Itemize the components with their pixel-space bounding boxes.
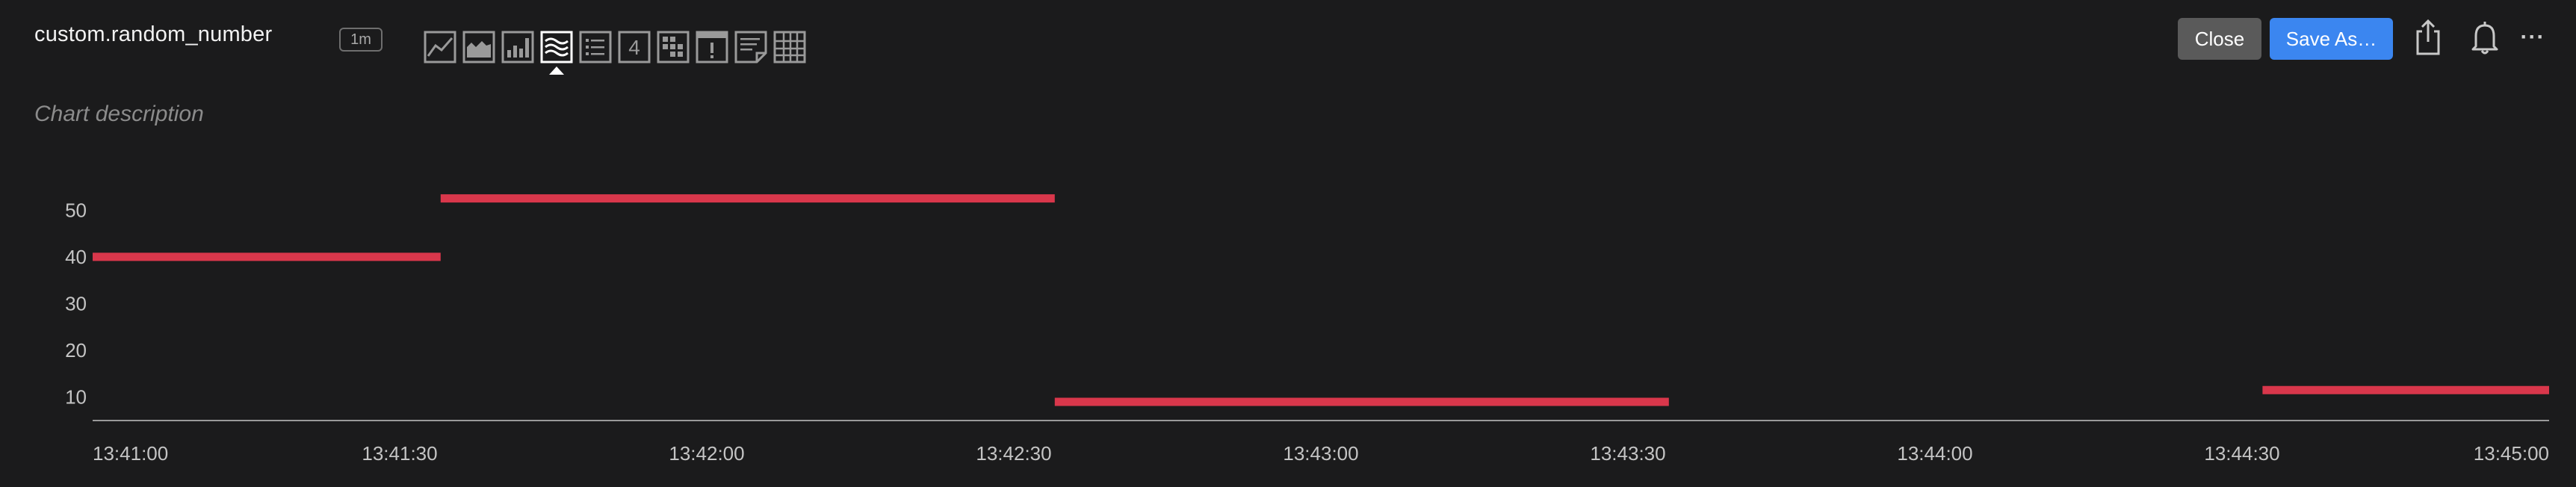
heatmap-icon [540, 31, 573, 63]
x-tick-label: 13:43:30 [1590, 442, 1665, 465]
column-chart-button[interactable] [501, 30, 535, 64]
x-tick-label: 13:41:30 [362, 442, 437, 465]
line-chart-button[interactable] [423, 30, 457, 64]
x-tick-label: 13:42:30 [976, 442, 1051, 465]
x-tick-label: 13:44:30 [2204, 442, 2279, 465]
line-chart-icon [424, 31, 456, 63]
chart-title[interactable]: custom.random_number [34, 22, 273, 46]
y-tick-label: 40 [65, 246, 87, 268]
close-button[interactable]: Close [2178, 18, 2261, 60]
bell-icon [2471, 22, 2498, 55]
svg-text:4: 4 [628, 36, 640, 59]
chart-description-field[interactable]: Chart description [34, 102, 204, 126]
y-tick-label: 50 [65, 199, 87, 221]
save-as-button[interactable]: Save As… [2270, 18, 2393, 60]
table-button[interactable] [773, 30, 807, 64]
series-plot [93, 194, 2549, 406]
resolution-badge: 1m [339, 28, 383, 52]
alert-bell-button[interactable] [2464, 15, 2506, 60]
column-chart-icon [501, 31, 534, 63]
share-button[interactable] [2407, 15, 2449, 60]
y-axis: 10 20 30 40 50 [65, 199, 87, 408]
y-tick-label: 20 [65, 339, 87, 362]
table-icon [773, 31, 806, 63]
y-tick-label: 10 [65, 386, 87, 409]
x-tick-label: 13:44:00 [1897, 442, 1972, 465]
x-axis: 13:41:00 13:41:30 13:42:00 13:42:30 13:43:00… [93, 442, 2549, 465]
x-tick-label: 13:43:00 [1283, 442, 1358, 465]
list-icon [579, 31, 612, 63]
area-chart-icon [462, 31, 495, 63]
list-button[interactable] [578, 30, 613, 64]
event-feed-icon [657, 31, 690, 63]
single-value-button[interactable]: 4 [617, 30, 651, 64]
x-tick-label: 13:45:00 [2474, 442, 2549, 465]
event-feed-button[interactable] [656, 30, 690, 64]
alert-icon [696, 31, 728, 63]
text-note-icon [734, 31, 767, 63]
alert-button[interactable] [695, 30, 729, 64]
single-value-icon: 4 [618, 31, 651, 63]
y-tick-label: 30 [65, 293, 87, 315]
visualization-type-toolbar: 4 [423, 30, 807, 75]
active-indicator [549, 66, 564, 75]
text-note-button[interactable] [734, 30, 768, 64]
share-icon [2416, 19, 2440, 55]
x-tick-label: 13:41:00 [93, 442, 168, 465]
area-chart-button[interactable] [462, 30, 496, 64]
x-tick-label: 13:42:00 [669, 442, 744, 465]
more-options-button[interactable]: ··· [2520, 25, 2545, 49]
heatmap-button[interactable] [539, 30, 574, 75]
